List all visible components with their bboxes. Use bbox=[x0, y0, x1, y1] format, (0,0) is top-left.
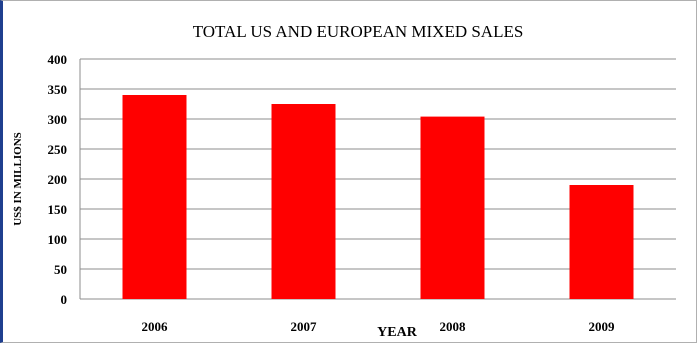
bar-2007 bbox=[271, 104, 336, 299]
bar-2008 bbox=[420, 116, 485, 299]
y-tick-label: 50 bbox=[54, 262, 67, 277]
bar-2006 bbox=[122, 95, 187, 299]
bars bbox=[122, 95, 634, 299]
x-axis-title: YEAR bbox=[377, 325, 418, 340]
y-tick-label: 300 bbox=[48, 112, 68, 127]
x-tick-label: 2008 bbox=[440, 319, 467, 334]
y-tick-label: 400 bbox=[48, 52, 68, 67]
x-tick-label: 2007 bbox=[291, 319, 318, 334]
y-tick-label: 150 bbox=[48, 202, 68, 217]
y-tick-label: 100 bbox=[48, 232, 68, 247]
y-axis-ticks: 0 50 100 150 200 250 300 350 400 bbox=[48, 52, 68, 307]
y-axis-title: US$ IN MILLIONS bbox=[12, 132, 24, 226]
y-tick-label: 350 bbox=[48, 82, 68, 97]
bar-2009 bbox=[569, 185, 634, 299]
chart-title: TOTAL US AND EUROPEAN MIXED SALES bbox=[193, 22, 524, 41]
y-tick-label: 0 bbox=[61, 292, 68, 307]
y-tick-label: 200 bbox=[48, 172, 68, 187]
x-axis-ticks: 2006 2007 2008 2009 bbox=[142, 319, 616, 334]
y-tick-label: 250 bbox=[48, 142, 68, 157]
x-tick-label: 2006 bbox=[142, 319, 169, 334]
x-tick-label: 2009 bbox=[589, 319, 616, 334]
